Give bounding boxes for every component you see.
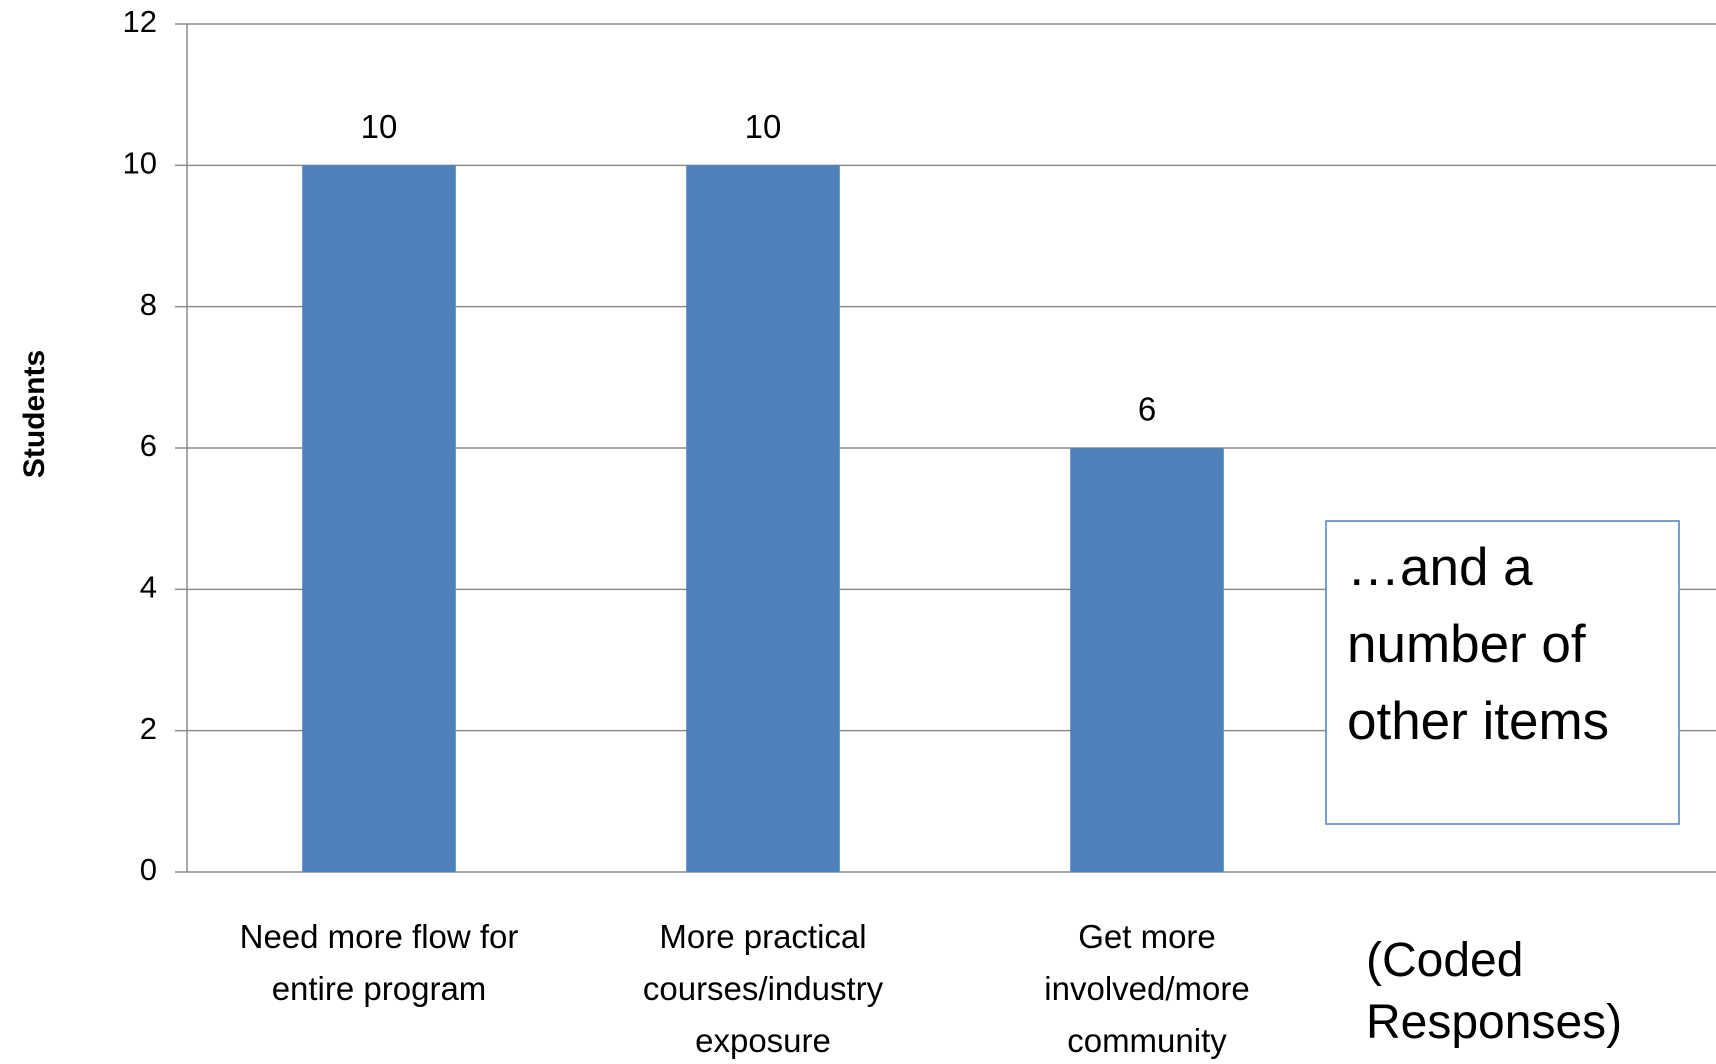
y-tick-label: 12 bbox=[123, 4, 157, 39]
data-label: 6 bbox=[1138, 391, 1156, 428]
y-tick-label: 0 bbox=[140, 852, 157, 887]
annotation: (Coded Responses) bbox=[1366, 934, 1622, 1049]
y-tick-label: 6 bbox=[140, 428, 157, 463]
y-axis-title: Students bbox=[18, 350, 51, 478]
y-tick-label: 10 bbox=[123, 146, 157, 181]
x-tick-label: More practical courses/industry exposure bbox=[643, 918, 884, 1059]
data-label: 10 bbox=[745, 108, 782, 145]
y-tick-label: 4 bbox=[140, 570, 157, 605]
bar bbox=[302, 165, 456, 873]
bar bbox=[686, 165, 840, 873]
bar bbox=[1070, 448, 1224, 872]
y-tick-label: 8 bbox=[140, 287, 157, 322]
y-tick-label: 2 bbox=[140, 711, 157, 746]
data-label: 10 bbox=[361, 108, 398, 145]
x-tick-label: Get more involved/more community bbox=[1044, 918, 1249, 1059]
x-tick-label: Need more flow for entire program bbox=[240, 918, 519, 1007]
annotation: …and a number of other items bbox=[1347, 538, 1609, 751]
annotation-box bbox=[1325, 520, 1680, 825]
